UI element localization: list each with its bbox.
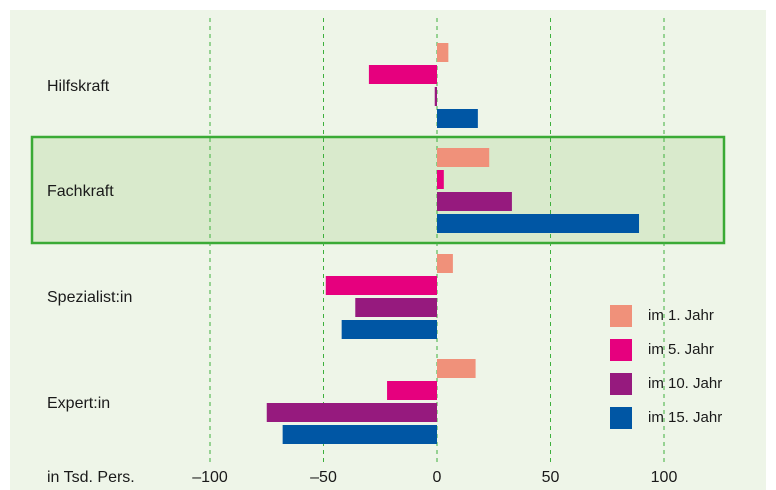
bar bbox=[437, 214, 640, 233]
category-label: Expert:in bbox=[47, 395, 110, 412]
bar bbox=[437, 148, 490, 167]
x-axis-label: in Tsd. Pers. bbox=[47, 469, 135, 486]
category-label: Fachkraft bbox=[47, 183, 114, 200]
category-label: Hilfskraft bbox=[47, 78, 110, 95]
legend-label: im 5. Jahr bbox=[648, 341, 714, 358]
bar bbox=[437, 359, 476, 378]
bar bbox=[434, 87, 437, 106]
legend-swatch bbox=[610, 373, 632, 395]
bar bbox=[387, 381, 437, 400]
bar bbox=[325, 276, 437, 295]
bar bbox=[437, 109, 478, 128]
bar bbox=[341, 320, 437, 339]
legend-label: im 10. Jahr bbox=[648, 375, 722, 392]
legend-swatch bbox=[610, 305, 632, 327]
bar bbox=[368, 65, 437, 84]
x-tick-label: –100 bbox=[192, 469, 228, 486]
category-label: Spezialist:in bbox=[47, 289, 132, 306]
legend-label: im 1. Jahr bbox=[648, 307, 714, 324]
bar bbox=[437, 43, 449, 62]
legend-swatch bbox=[610, 339, 632, 361]
legend-label: im 15. Jahr bbox=[648, 409, 722, 426]
bar bbox=[437, 254, 453, 273]
bar bbox=[282, 425, 437, 444]
bar bbox=[437, 170, 444, 189]
x-tick-label: 50 bbox=[542, 469, 560, 486]
bar bbox=[355, 298, 437, 317]
x-tick-label: 100 bbox=[651, 469, 678, 486]
bar bbox=[437, 192, 512, 211]
legend-swatch bbox=[610, 407, 632, 429]
x-tick-label: 0 bbox=[433, 469, 442, 486]
bar bbox=[266, 403, 437, 422]
x-tick-label: –50 bbox=[310, 469, 337, 486]
